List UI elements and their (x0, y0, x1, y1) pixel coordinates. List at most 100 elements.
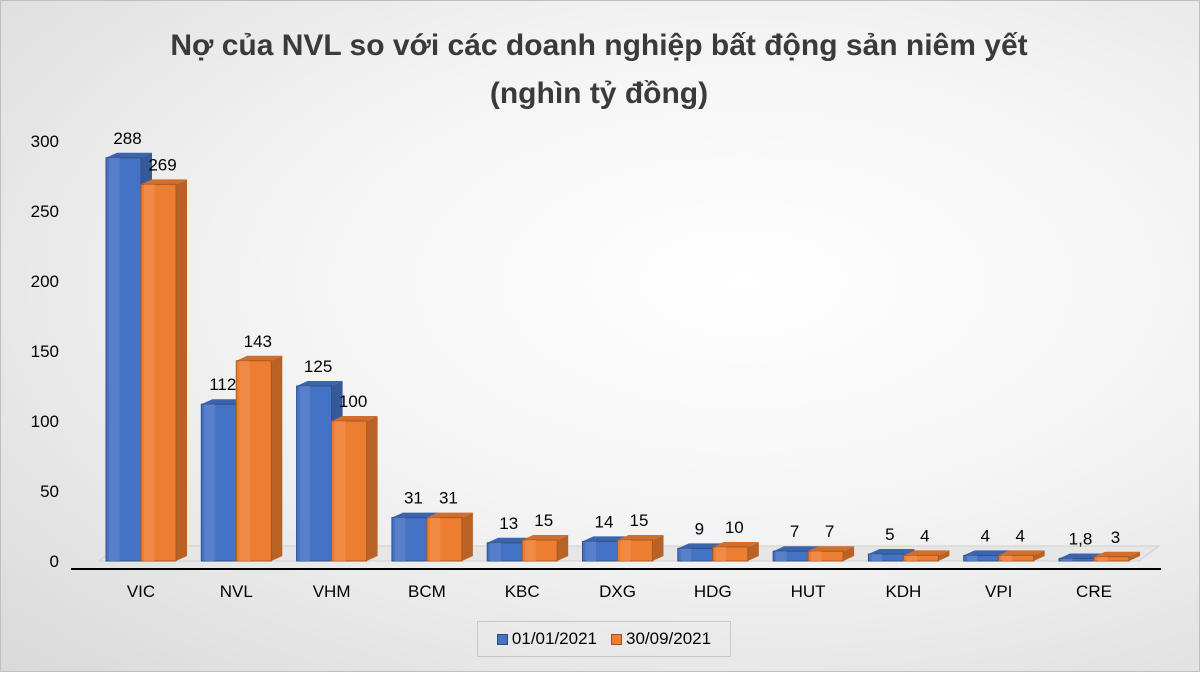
bar-top-face (617, 535, 664, 540)
bar-series-2-vhm (331, 416, 378, 562)
data-labels-group: 288 269 112 143 125 100 31 31 13 15 14 15 9 10 7 7 5 4 4 4 1… (113, 129, 1120, 549)
bar-highlight (394, 517, 406, 561)
bar-top-face (141, 179, 187, 185)
bar-side-face (366, 416, 378, 561)
data-label-series-1-hut: 7 (790, 522, 799, 541)
bar-series-2-hut (807, 546, 855, 562)
data-label-series-1-cre: 1,8 (1069, 529, 1093, 548)
bar-front-face (998, 554, 1035, 562)
bar-top-face (773, 546, 820, 552)
bar-side-face (461, 512, 473, 561)
data-label-series-1-vpi: 4 (980, 526, 989, 545)
legend-swatch-series-1 (496, 633, 508, 645)
legend: 01/01/2021 30/09/2021 (477, 621, 731, 657)
bar-top-face (331, 416, 378, 421)
bar-side-face (747, 542, 759, 561)
bar-highlight (966, 555, 978, 561)
data-label-series-2-dxg: 15 (630, 511, 649, 530)
x-tick-label-hut: HUT (791, 582, 826, 601)
x-tick-label-hdg: HDG (694, 582, 732, 601)
bar-series-2-bcm (426, 512, 473, 562)
bar-side-face (1033, 550, 1045, 561)
y-axis: 0 50 100 150 200 250 300 (31, 132, 59, 571)
legend-swatch-series-2 (611, 633, 622, 645)
bar-front-face (1093, 556, 1130, 562)
data-label-series-1-vhm: 125 (304, 357, 332, 376)
bar-highlight (1097, 556, 1108, 561)
x-tick-label-cre: CRE (1076, 582, 1112, 601)
legend-label-series-2: 30/09/2021 (626, 629, 712, 648)
y-tick-label: 50 (40, 482, 59, 501)
data-label-series-2-bcm: 31 (439, 489, 458, 508)
bar-side-face (271, 355, 283, 561)
data-label-series-1-dxg: 14 (595, 512, 614, 531)
bar-series-2-dxg (617, 535, 664, 562)
bar-series-2-kdh (902, 550, 950, 562)
y-tick-label: 250 (31, 202, 59, 221)
bar-front-face (807, 550, 844, 562)
bar-side-face (557, 535, 569, 561)
bar-top-face (868, 549, 915, 554)
bar-series-2-hdg (712, 542, 759, 562)
bar-top-face (236, 355, 283, 361)
y-tick-label: 0 (50, 552, 59, 571)
bar-highlight (715, 547, 727, 561)
bar-top-face (522, 535, 569, 540)
y-tick-label: 150 (31, 342, 59, 361)
chart-title: Nợ của NVL so với các doanh nghiệp bất đ… (170, 29, 1027, 62)
legend-item-series-2: 30/09/2021 (611, 629, 711, 649)
bar-side-face (176, 179, 187, 561)
bar-top-face (391, 512, 438, 518)
bar-highlight (1001, 555, 1013, 561)
bar-highlight (906, 555, 917, 561)
y-tick-label: 100 (31, 412, 59, 431)
data-label-series-2-vic: 269 (148, 155, 176, 174)
bar-highlight (1062, 558, 1073, 561)
data-label-series-2-hdg: 10 (725, 518, 744, 537)
bar-series-2-kbc (521, 535, 569, 562)
y-tick-label: 300 (31, 132, 59, 151)
x-tick-label-kdh: KDH (885, 582, 921, 601)
data-label-series-2-cre: 3 (1111, 528, 1120, 547)
bar-highlight (620, 540, 631, 561)
data-label-series-1-bcm: 31 (404, 489, 423, 508)
chart-subtitle: (nghìn tỷ đồng) (490, 77, 708, 110)
bar-highlight (776, 551, 787, 561)
x-tick-label-nvl: NVL (220, 582, 253, 601)
bar-top-face (296, 381, 343, 386)
bar-series-2-nvl (235, 355, 283, 562)
bar-highlight (871, 554, 882, 561)
bar-highlight (334, 421, 346, 561)
bars-group (105, 152, 1140, 562)
bar-highlight (109, 157, 120, 562)
legend-label-series-1: 01/01/2021 (511, 629, 597, 648)
data-label-series-2-kdh: 4 (920, 526, 929, 545)
bar-top-face (808, 546, 855, 552)
bar-top-face (712, 542, 759, 547)
bar-series-2-cre (1093, 551, 1140, 562)
x-tick-label-bcm: BCM (408, 582, 446, 601)
data-label-series-2-kbc: 15 (534, 511, 553, 530)
bar-top-face (903, 550, 950, 556)
data-label-series-1-kdh: 5 (885, 525, 894, 544)
x-tick-label-vpi: VPI (985, 582, 1012, 601)
bar-side-face (1129, 551, 1140, 561)
data-label-series-2-vpi: 4 (1015, 526, 1024, 545)
bar-side-face (652, 535, 664, 561)
bar-top-face (1094, 551, 1140, 557)
bar-top-face (426, 512, 473, 518)
bar-highlight (204, 404, 215, 561)
bar-highlight (811, 551, 822, 561)
data-label-series-2-hut: 7 (825, 522, 834, 541)
bar-side-face (938, 550, 950, 561)
bar-highlight (585, 541, 596, 561)
bar-top-face (963, 550, 1010, 556)
x-tick-label-dxg: DXG (599, 582, 636, 601)
bar-side-face (843, 546, 855, 561)
bar-top-face (998, 550, 1045, 556)
x-tick-label-kbc: KBC (505, 582, 540, 601)
x-axis: VIC NVL VHM BCM KBC DXG HDG HUT KDH VPI CRE (127, 582, 1112, 601)
data-label-series-1-vic: 288 (113, 129, 141, 148)
